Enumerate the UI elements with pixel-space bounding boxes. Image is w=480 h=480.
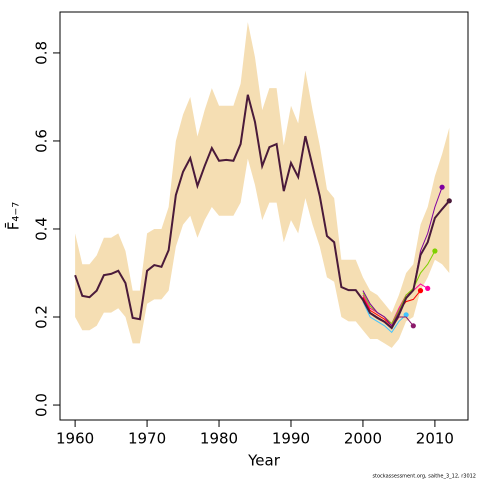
x-tick-label: 2000 bbox=[344, 430, 382, 448]
x-tick-label: 1970 bbox=[128, 430, 166, 448]
x-tick-label: 1960 bbox=[56, 430, 94, 448]
x-tick-label: 2010 bbox=[416, 430, 454, 448]
series-line bbox=[74, 94, 451, 330]
confidence-band bbox=[75, 22, 450, 348]
end-point bbox=[417, 288, 424, 294]
y-tick-label: 0.4 bbox=[33, 217, 51, 241]
y-tick-label: 0.0 bbox=[33, 393, 51, 417]
end-point bbox=[425, 285, 431, 292]
y-tick-label: 0.2 bbox=[33, 305, 51, 329]
x-axis-label: Year bbox=[247, 452, 281, 470]
end-point bbox=[403, 312, 409, 318]
end-point bbox=[446, 198, 452, 204]
footnote: stockassessment.org, saithe_3_12, r3012 bbox=[372, 474, 476, 480]
series-line bbox=[362, 301, 407, 334]
x-tick-label: 1980 bbox=[200, 430, 238, 448]
y-tick-label: 0.8 bbox=[33, 41, 51, 65]
end-point bbox=[432, 248, 438, 254]
end-point bbox=[410, 323, 416, 329]
x-tick-label: 1990 bbox=[272, 430, 310, 448]
series-line bbox=[362, 283, 428, 325]
y-tick-label: 0.6 bbox=[33, 129, 51, 153]
plot-frame bbox=[59, 11, 469, 421]
y-axis-label: F̄₄₋₇ bbox=[4, 202, 23, 231]
end-point bbox=[439, 184, 445, 190]
